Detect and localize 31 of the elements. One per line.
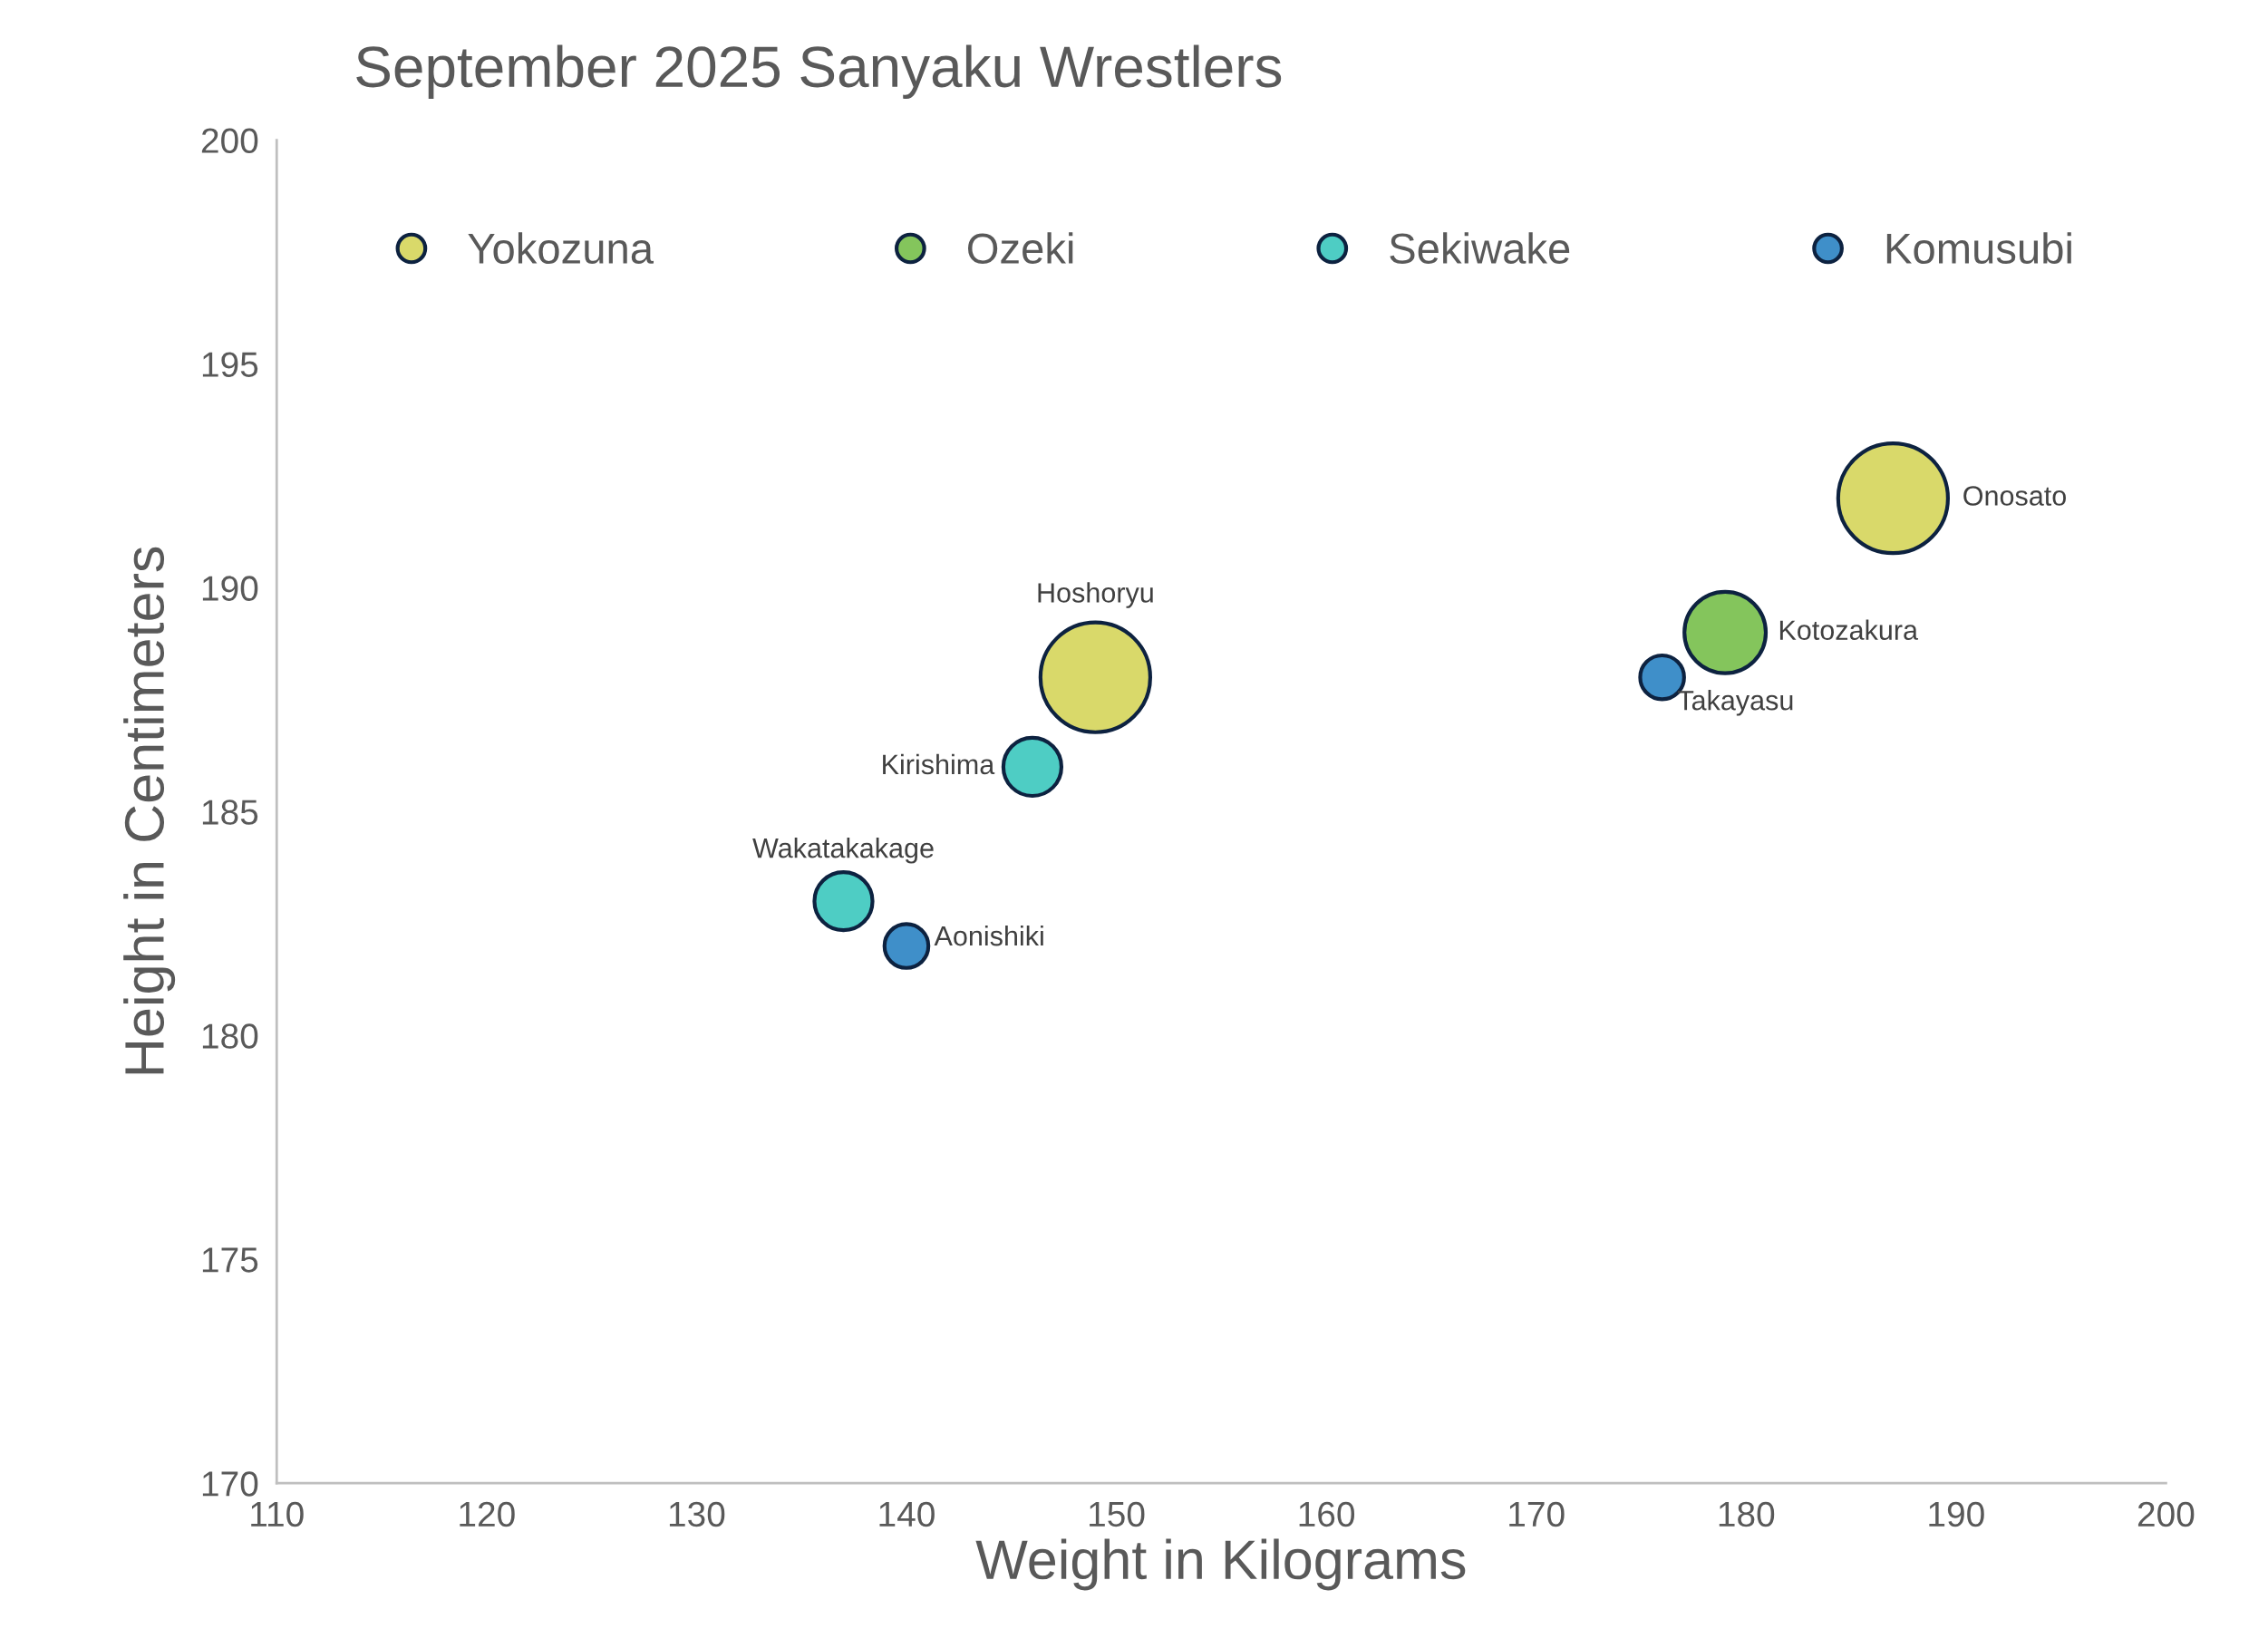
chart-title: September 2025 Sanyaku Wrestlers (356, 44, 1282, 100)
x-tick-label: 130 (669, 1501, 725, 1527)
x-tick-label: 190 (1929, 1501, 1984, 1527)
legend-label: Sekiwake (1390, 232, 1570, 264)
x-tick-label: 120 (460, 1501, 515, 1527)
y-axis-title: Height in Centimeters (123, 547, 176, 1074)
x-axis-title: Weight in Kilograms (975, 1538, 1466, 1591)
y-tick-label: 180 (202, 1023, 258, 1049)
x-tick-label: 140 (879, 1501, 935, 1527)
annotation: Kirishima (883, 753, 995, 775)
y-tick-label: 195 (202, 352, 258, 377)
x-tick-label: 110 (251, 1501, 304, 1527)
y-tick-label: 185 (202, 800, 258, 825)
x-tick-label: 180 (1719, 1501, 1775, 1527)
annotation: Onosato (1963, 486, 2066, 506)
annotation: Aonishiki (934, 925, 1043, 946)
annotation: Kotozakura (1779, 619, 1918, 641)
annotation: Hoshoryu (1038, 582, 1153, 608)
y-tick-label: 190 (202, 576, 258, 601)
annotation: Takayasu (1677, 690, 1793, 716)
y-tick-label: 175 (202, 1247, 258, 1273)
legend-label: Ozeki (967, 232, 1073, 264)
legend-label: Komusubi (1886, 232, 2071, 264)
legend-label: Yokozuna (468, 232, 654, 264)
x-tick-label: 150 (1090, 1501, 1145, 1527)
x-tick-label: 170 (1509, 1501, 1565, 1527)
y-tick-label: 200 (201, 128, 258, 153)
x-tick-label: 200 (2137, 1501, 2195, 1527)
y-tick-label: 170 (202, 1471, 258, 1497)
annotation: Wakatakakage (752, 837, 934, 864)
x-tick-label: 160 (1299, 1501, 1355, 1527)
